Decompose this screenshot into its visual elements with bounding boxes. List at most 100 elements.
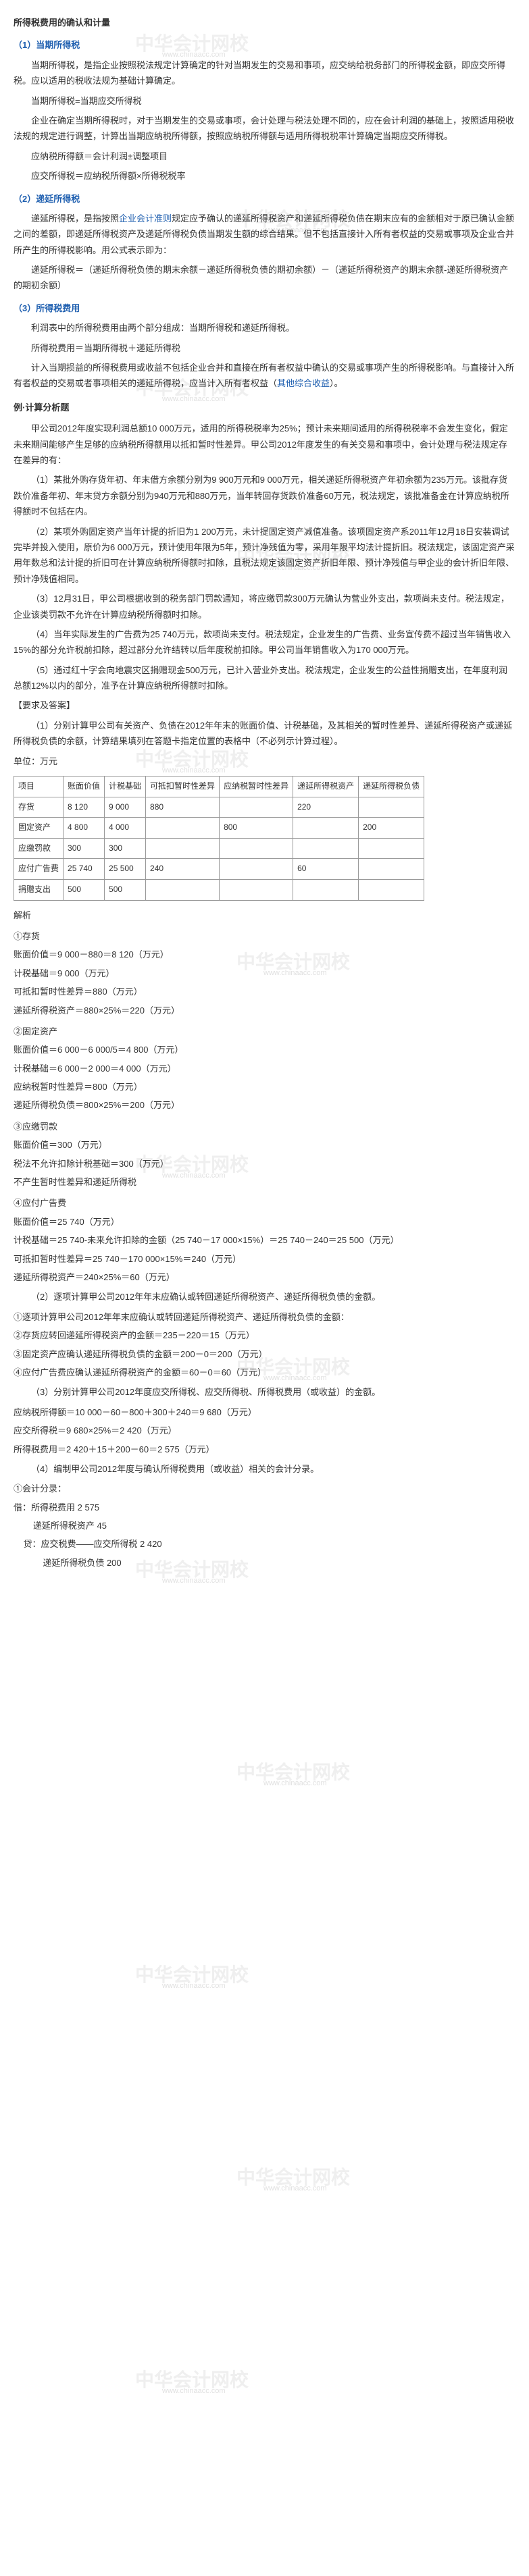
table-cell: 240 (146, 859, 220, 880)
calc-line: 计税基础＝25 740-未来允许扣除的金额（25 740－17 000×15%）… (14, 1232, 515, 1248)
subsection-title: （1）当期所得税 (14, 37, 515, 53)
item-heading: ①存货 (14, 928, 515, 944)
requirement: （1）分别计算甲公司有关资产、负债在2012年年末的账面价值、计税基础，及其相关… (14, 718, 515, 750)
table-header: 计税基础 (105, 777, 146, 797)
paragraph: 利润表中的所得税费用由两个部分组成：当期所得税和递延所得税。 (14, 320, 515, 336)
calc-line: ③固定资产应确认递延所得税负债的金额＝200－0＝200（万元） (14, 1346, 515, 1362)
link-text[interactable]: 企业会计准则 (119, 213, 172, 224)
table-cell (220, 879, 293, 900)
paragraph: （5）通过红十字会向地震灾区捐赠现金500万元，已计入营业外支出。税法规定，企业… (14, 662, 515, 694)
table-row: 存货8 1209 000880220 (14, 797, 424, 818)
table-cell (220, 797, 293, 818)
watermark-url: www.chinaacc.com (162, 2385, 226, 2398)
watermark: 中华会计网校 (236, 1756, 350, 1789)
item-heading: ④应付广告费 (14, 1195, 515, 1211)
calc-line: 所得税费用＝2 420＋15＋200－60＝2 575（万元） (14, 1442, 515, 1457)
table-row: 固定资产4 8004 000800200 (14, 818, 424, 839)
watermark-url: www.chinaacc.com (263, 1777, 327, 1791)
requirements-title: 【要求及答案】 (14, 698, 515, 713)
section-title: 所得税费用的确认和计量 (14, 15, 515, 30)
table-header: 账面价值 (64, 777, 105, 797)
formula: 应纳税所得额＝会计利润±调整项目 (14, 149, 515, 164)
watermark: 中华会计网校 (135, 2363, 249, 2397)
formula: 应交所得税＝应纳税所得额×所得税税率 (14, 168, 515, 184)
table-cell (220, 859, 293, 880)
table-cell (359, 797, 424, 818)
paragraph: 递延所得税，是指按照企业会计准则规定应予确认的递延所得税资产和递延所得税负债在期… (14, 211, 515, 258)
calc-line: 计税基础＝9 000（万元） (14, 966, 515, 981)
data-table: 项目账面价值计税基础可抵扣暂时性差异应纳税暂时性差异递延所得税资产递延所得税负债… (14, 776, 424, 901)
paragraph: 甲公司2012年度实现利润总额10 000万元，适用的所得税税率为25%；预计未… (14, 421, 515, 468)
table-cell (146, 838, 220, 859)
calc-line: 账面价值＝300（万元） (14, 1137, 515, 1153)
answer-title: 解析 (14, 908, 515, 923)
table-cell: 300 (105, 838, 146, 859)
table-cell (359, 879, 424, 900)
table-header: 应纳税暂时性差异 (220, 777, 293, 797)
table-cell: 4 000 (105, 818, 146, 839)
calc-line: ④应付广告费应确认递延所得税资产的金额＝60－0＝60（万元） (14, 1365, 515, 1380)
table-header: 递延所得税负债 (359, 777, 424, 797)
journal-entry: 借：所得税费用 2 575 (14, 1500, 515, 1515)
calc-line: 税法不允许扣除计税基础＝300（万元） (14, 1156, 515, 1172)
calc-line: 应交所得税＝9 680×25%＝2 420（万元） (14, 1423, 515, 1438)
paragraph: 企业在确定当期所得税时，对于当期发生的交易或事项，会计处理与税法处理不同的，应在… (14, 113, 515, 144)
table-cell: 220 (293, 797, 359, 818)
watermark: 中华会计网校 (135, 1958, 249, 1992)
table-cell: 应付广告费 (14, 859, 64, 880)
calc-line: 可抵扣暂时性差异＝25 740－170 000×15%＝240（万元） (14, 1251, 515, 1267)
table-cell: 固定资产 (14, 818, 64, 839)
formula: 当期所得税=当期应交所得税 (14, 93, 515, 109)
journal-entry: 贷：应交税费——应交所得税 2 420 (14, 1536, 515, 1552)
table-cell: 500 (105, 879, 146, 900)
table-cell: 60 (293, 859, 359, 880)
table-cell: 300 (64, 838, 105, 859)
subsection-title: （3）所得税费用 (14, 300, 515, 316)
example-title: 例·计算分析题 (14, 400, 515, 415)
calc-line: 可抵扣暂时性差异＝880（万元） (14, 984, 515, 999)
paragraph: 当期所得税，是指企业按照税法规定计算确定的针对当期发生的交易和事项，应交纳给税务… (14, 57, 515, 89)
requirement: （3）分别计算甲公司2012年度应交所得税、应交所得税、所得税费用（或收益）的金… (14, 1384, 515, 1400)
entry-label: ①会计分录： (14, 1481, 515, 1496)
calc-line: ①逐项计算甲公司2012年年末应确认或转回递延所得税资产、递延所得税负债的金额： (14, 1309, 515, 1325)
table-cell (293, 879, 359, 900)
unit-label: 单位：万元 (14, 754, 515, 769)
paragraph: （3）12月31日，甲公司根据收到的税务部门罚款通知，将应缴罚款300万元确认为… (14, 591, 515, 623)
paragraph: （4）当年实际发生的广告费为25 740万元，款项尚未支付。税法规定，企业发生的… (14, 627, 515, 658)
table-cell: 4 800 (64, 818, 105, 839)
calc-line: 账面价值＝9 000－880＝8 120（万元） (14, 947, 515, 962)
table-cell: 800 (220, 818, 293, 839)
calc-line: 计税基础＝6 000－2 000＝4 000（万元） (14, 1061, 515, 1076)
calc-line: 递延所得税资产＝240×25%＝60（万元） (14, 1269, 515, 1285)
table-header: 项目 (14, 777, 64, 797)
table-header: 可抵扣暂时性差异 (146, 777, 220, 797)
subsection-title: （2）递延所得税 (14, 191, 515, 207)
watermark: 中华会计网校 (236, 2161, 350, 2194)
requirement: （2）逐项计算甲公司2012年年末应确认或转回递延所得税资产、递延所得税负债的金… (14, 1289, 515, 1305)
table-cell (359, 838, 424, 859)
table-cell: 25 500 (105, 859, 146, 880)
link-text[interactable]: 其他综合收益 (277, 378, 330, 388)
table-cell (220, 838, 293, 859)
formula: 递延所得税＝（递延所得税负债的期末余额－递延所得税负债的期初余额）－（递延所得税… (14, 262, 515, 294)
requirement: （4）编制甲公司2012年度与确认所得税费用（或收益）相关的会计分录。 (14, 1461, 515, 1477)
table-row: 应付广告费25 74025 50024060 (14, 859, 424, 880)
watermark-url: www.chinaacc.com (263, 2182, 327, 2196)
calc-line: 账面价值＝25 740（万元） (14, 1214, 515, 1230)
table-cell (146, 879, 220, 900)
table-cell: 存货 (14, 797, 64, 818)
paragraph: 计入当期损益的所得税费用或收益不包括企业合并和直接在所有者权益中确认的交易或事项… (14, 360, 515, 392)
paragraph: （2）某项外购固定资产当年计提的折旧为1 200万元，未计提固定资产减值准备。该… (14, 524, 515, 587)
table-cell (293, 838, 359, 859)
calc-line: 应纳税暂时性差异＝800（万元） (14, 1079, 515, 1095)
table-header: 递延所得税资产 (293, 777, 359, 797)
formula: 所得税费用＝当期所得税＋递延所得税 (14, 340, 515, 356)
calc-line: 应纳税所得额＝10 000－60－800＋300＋240＝9 680（万元） (14, 1404, 515, 1420)
watermark-url: www.chinaacc.com (162, 1575, 226, 1588)
table-cell: 880 (146, 797, 220, 818)
table-cell: 捐赠支出 (14, 879, 64, 900)
table-cell (359, 859, 424, 880)
table-row: 捐赠支出500500 (14, 879, 424, 900)
calc-line: 递延所得税资产＝880×25%＝220（万元） (14, 1003, 515, 1018)
table-cell (146, 818, 220, 839)
